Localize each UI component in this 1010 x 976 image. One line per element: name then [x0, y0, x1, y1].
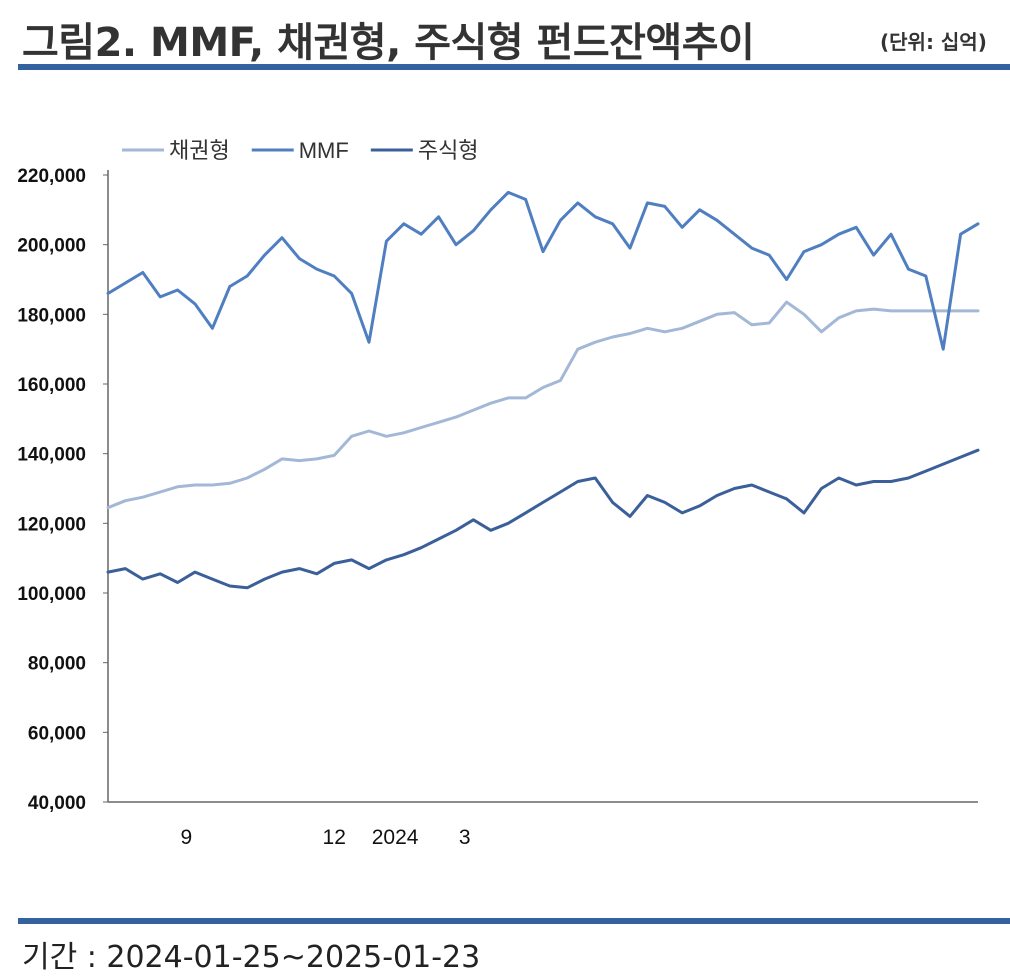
legend-label: MMF: [299, 138, 349, 163]
y-tick-label: 80,000: [28, 654, 86, 675]
y-tick-label: 100,000: [17, 584, 86, 605]
series-line-1: [106, 190, 980, 351]
y-axis: 220,000 200,000 180,000 160,000 140,000 120,0…: [17, 166, 109, 814]
series-line-0: [106, 300, 980, 510]
x-tick-label: 2024: [372, 826, 419, 849]
x-tick-label: 9: [180, 826, 192, 849]
legend-label: 주식형: [418, 138, 479, 163]
line-chart: 채권형 MMF 주식형 220,000 200,000 180,000 160,000 14…: [17, 138, 980, 849]
series-line-2: [106, 448, 980, 590]
period-label: 기간 : 2024-01-25~2025-01-23: [22, 940, 481, 975]
y-tick-label: 220,000: [17, 166, 86, 187]
x-axis: 9 12 2024 3: [108, 801, 978, 849]
chart-legend: 채권형 MMF 주식형: [122, 138, 479, 163]
y-tick-label: 160,000: [17, 375, 86, 396]
bottom-divider: [18, 918, 1010, 924]
x-tick-label: 12: [323, 826, 346, 849]
y-tick-label: 180,000: [17, 305, 86, 326]
x-tick-label: 3: [459, 826, 471, 849]
y-tick-label: 40,000: [28, 793, 86, 814]
top-divider: [18, 64, 1010, 70]
y-tick-label: 120,000: [17, 514, 86, 535]
chart-title: 그림2. MMF, 채권형, 주식형 펀드잔액추이: [22, 20, 755, 66]
series-lines: [106, 190, 980, 590]
legend-label: 채권형: [169, 138, 230, 163]
unit-label: (단위: 십억): [880, 30, 987, 54]
y-tick-label: 140,000: [17, 445, 86, 466]
y-tick-label: 200,000: [17, 236, 86, 257]
y-tick-label: 60,000: [28, 723, 86, 744]
